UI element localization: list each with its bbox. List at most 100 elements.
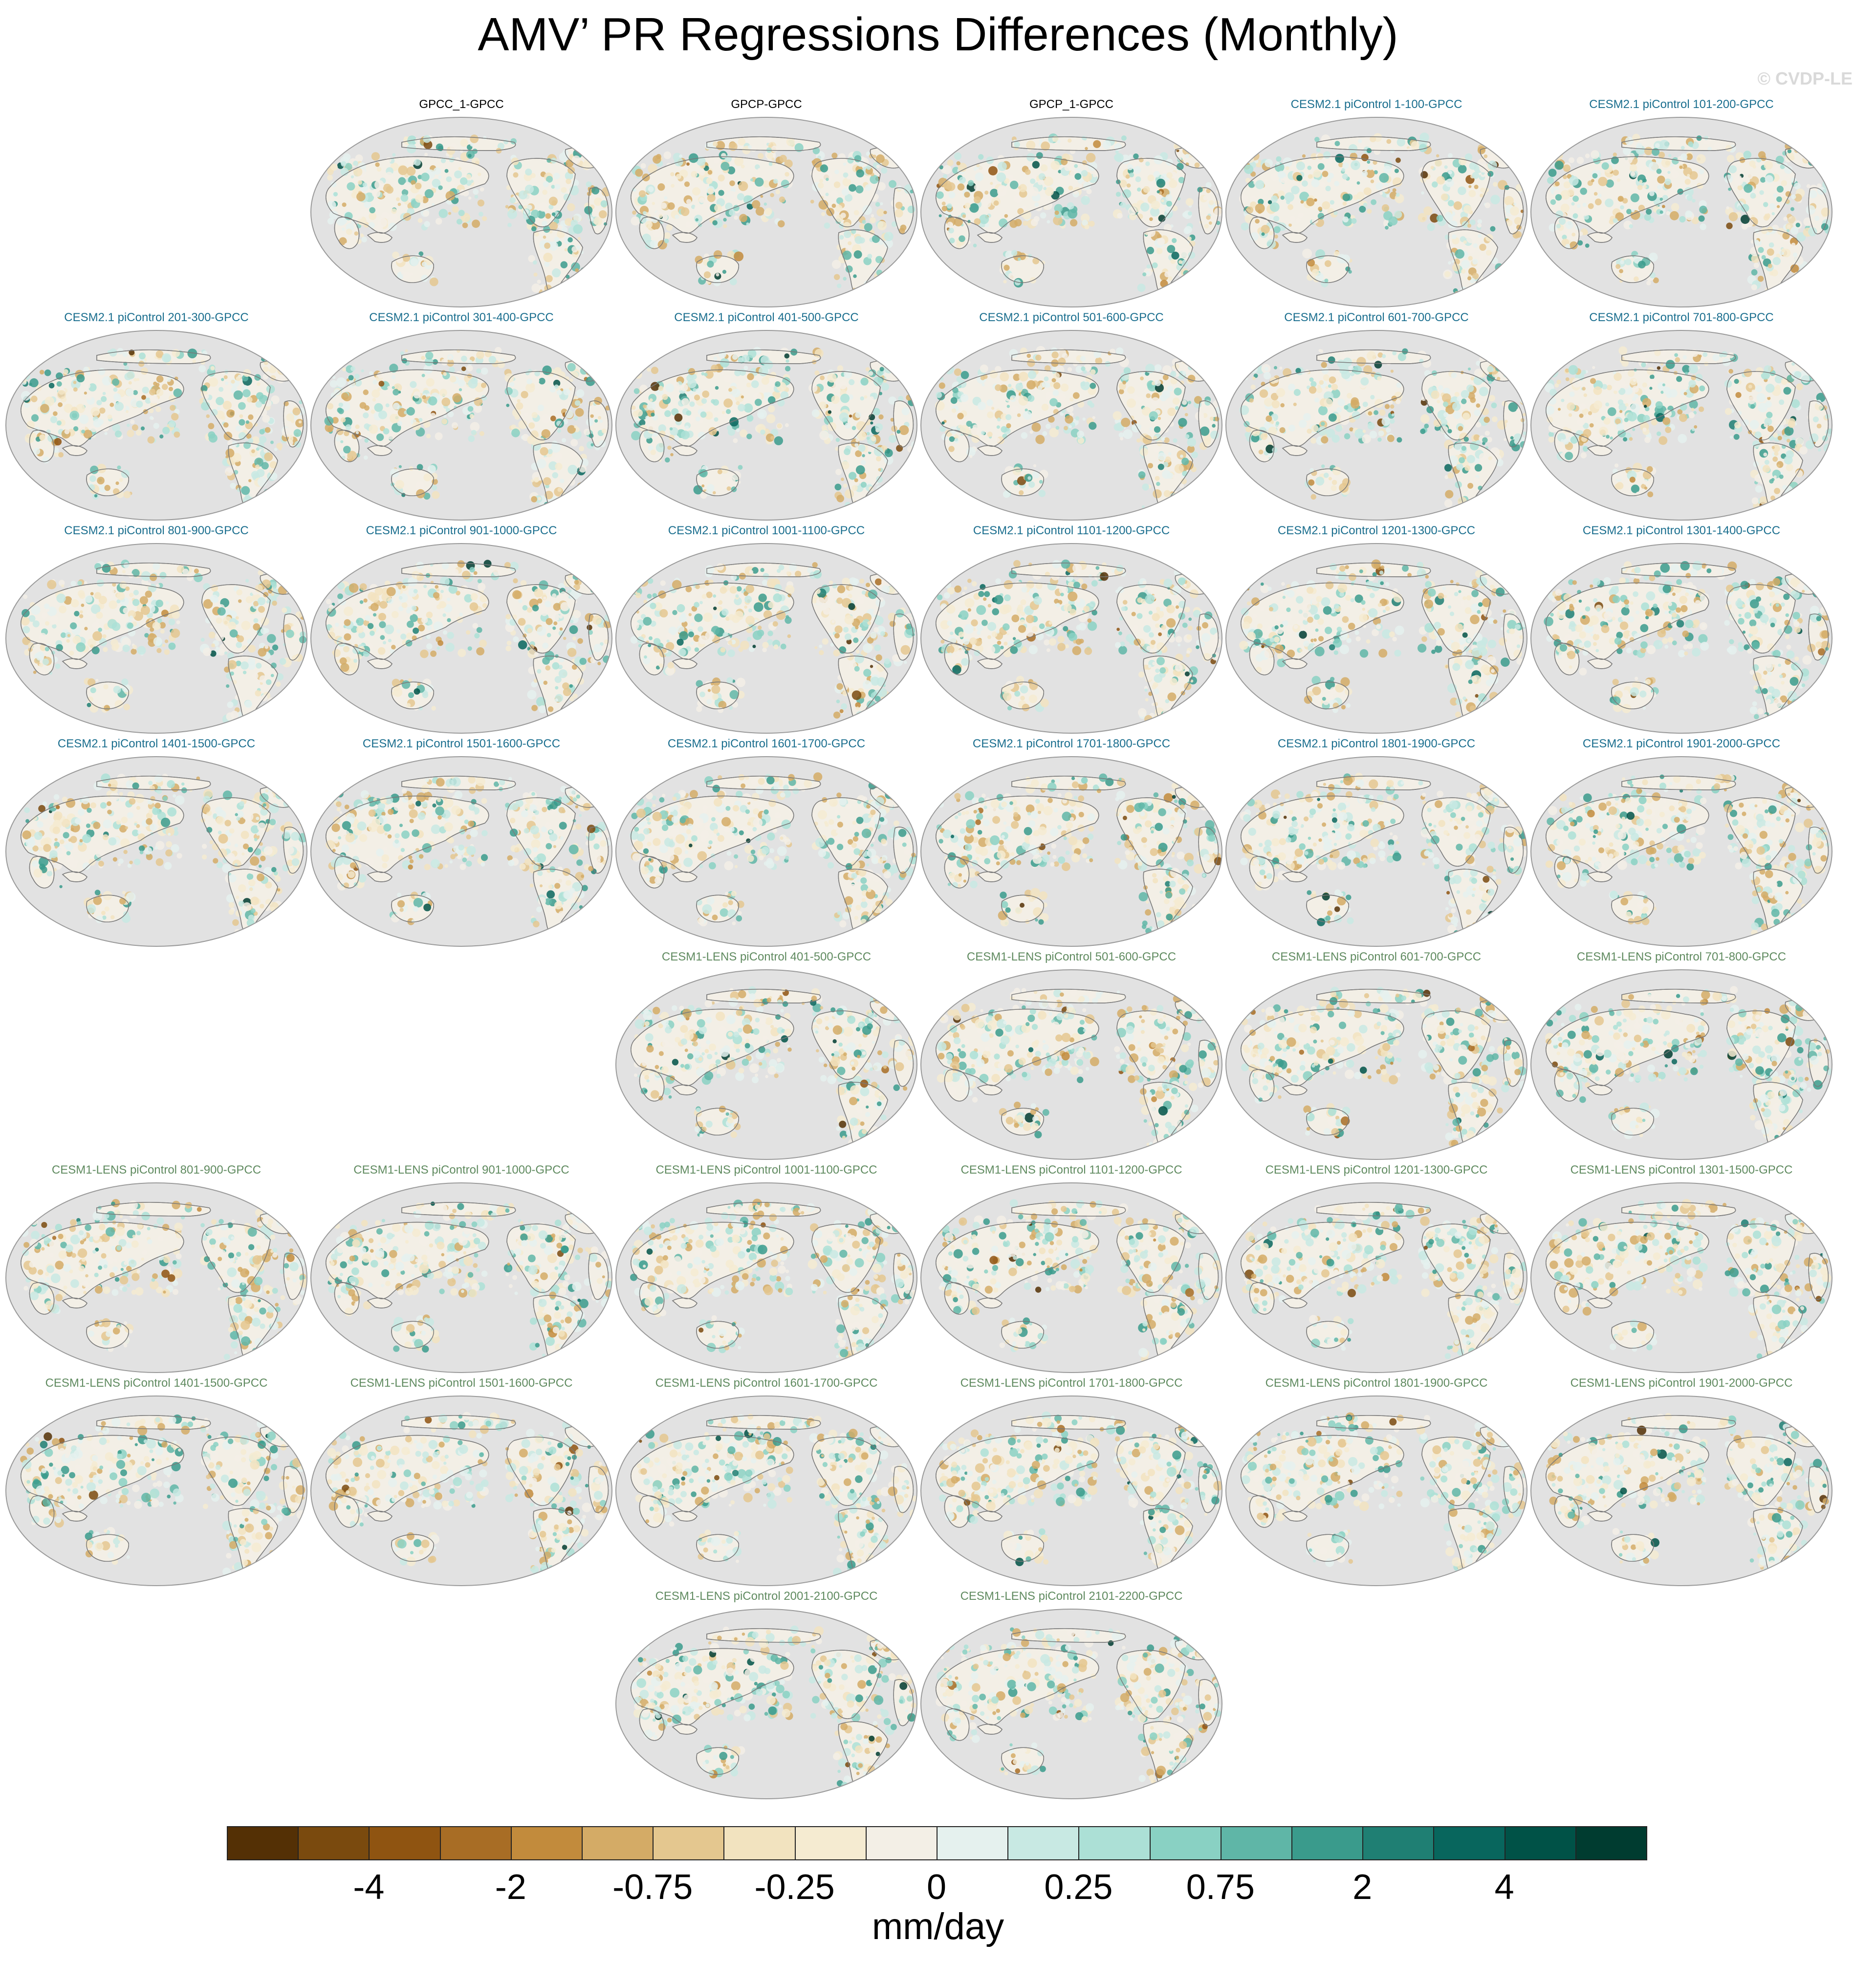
anomaly-cell [1122,380,1126,385]
coastline [334,217,360,249]
anomaly-cell [979,214,989,224]
anomaly-cell [54,451,60,458]
anomaly-cell [1466,455,1475,463]
anomaly-cell [254,422,258,427]
anomaly-cell [512,188,516,192]
anomaly-cell [771,146,778,153]
anomaly-cell [332,417,339,424]
anomaly-cell [570,497,578,505]
anomaly-cell [1817,355,1825,363]
anomaly-cell [978,154,984,160]
anomaly-cell [1161,205,1165,209]
anomaly-cell [1341,351,1348,358]
anomaly-cell [1644,486,1648,490]
anomaly-cell [155,383,160,387]
anomaly-cell [1286,200,1290,204]
anomaly-cell [1328,384,1331,388]
anomaly-cell [958,163,967,172]
anomaly-cell [1550,199,1556,205]
anomaly-cell [877,279,883,285]
anomaly-cell [1179,483,1184,488]
anomaly-cell [1589,423,1594,428]
anomaly-cell [1175,406,1179,410]
anomaly-cell [1796,232,1806,242]
anomaly-cell [406,407,415,416]
anomaly-cell [1488,456,1492,460]
anomaly-cell [1271,195,1278,202]
anomaly-cell [1153,489,1162,499]
anomaly-cell [1749,160,1756,167]
anomaly-cell [738,138,746,146]
anomaly-cell [353,167,363,176]
anomaly-cell [1141,505,1145,508]
anomaly-cell [1203,196,1208,200]
anomaly-cell [1157,416,1161,420]
anomaly-cell [876,456,881,461]
anomaly-cell [734,370,741,376]
anomaly-cell [53,447,59,453]
anomaly-cell [1029,187,1039,196]
anomaly-cell [1787,224,1791,229]
anomaly-cell [1273,216,1280,222]
anomaly-cell [1033,216,1040,222]
anomaly-cell [1269,231,1273,236]
anomaly-cell [514,414,520,420]
anomaly-cell [397,421,403,426]
anomaly-cell [398,165,408,175]
anomaly-cell [960,393,969,402]
anomaly-cell [1151,381,1156,386]
anomaly-cell [1492,416,1498,422]
coastline [1282,232,1308,243]
anomaly-cell [1368,411,1373,416]
anomaly-cell [1215,200,1220,205]
anomaly-cell [1547,416,1553,423]
anomaly-cell [766,414,776,423]
anomaly-cell [885,290,889,294]
anomaly-cell [550,415,556,421]
anomaly-cell [1446,241,1455,250]
anomaly-cell [739,214,747,222]
anomaly-cell [235,425,241,432]
anomaly-cell [730,411,738,418]
anomaly-cell [1606,179,1614,188]
anomaly-cell [733,438,738,443]
anomaly-cell [1054,204,1063,213]
anomaly-cell [174,431,180,438]
anomaly-cell [543,181,549,187]
anomaly-cell [570,439,578,447]
anomaly-cell [402,254,411,262]
anomaly-cell [665,457,670,463]
map-panel-title: GPCC_1-GPCC [419,98,504,111]
anomaly-cell [1801,374,1810,383]
anomaly-cell [1102,140,1111,150]
anomaly-cell [450,181,455,186]
anomaly-cell [1668,189,1675,196]
anomaly-cell [1490,497,1500,507]
anomaly-cell [768,405,775,413]
anomaly-cell [345,424,351,430]
anomaly-cell [1390,370,1394,373]
coastline [1421,158,1491,227]
anomaly-cell [875,256,883,263]
anomaly-cell [752,200,761,209]
anomaly-cell [1120,202,1126,208]
anomaly-cell [239,414,243,418]
anomaly-cell [458,388,462,392]
anomaly-cell [1334,141,1340,146]
anomaly-cell [1779,399,1785,405]
anomaly-cell [1655,401,1663,409]
anomaly-cell [378,410,387,419]
anomaly-cell [1467,276,1472,281]
anomaly-cell [387,386,391,390]
anomaly-cell [1168,276,1173,281]
anomaly-cell [1442,401,1448,407]
anomaly-cell [1191,451,1198,458]
anomaly-cell [1074,164,1078,168]
anomaly-cell [1249,398,1254,403]
anomaly-cell [1438,385,1443,391]
anomaly-cell [1620,205,1624,210]
anomaly-cell [1665,360,1675,369]
anomaly-cell [1190,483,1194,487]
anomaly-cell [517,399,521,403]
anomaly-cell [765,208,772,215]
